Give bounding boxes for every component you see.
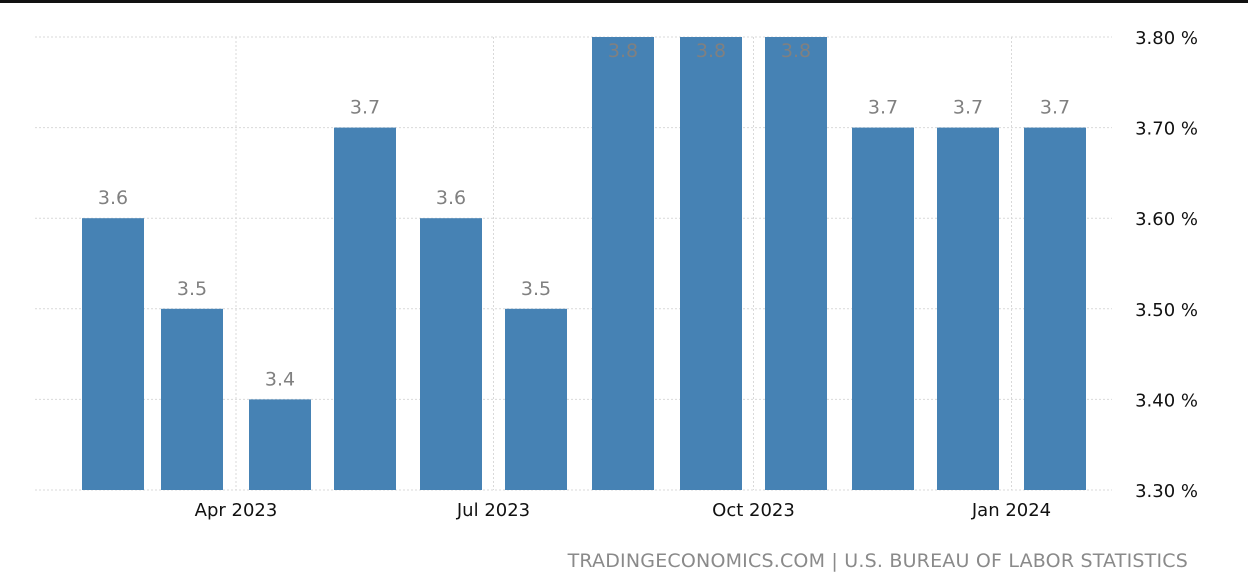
source-attribution: TRADINGECONOMICS.COM | U.S. BUREAU OF LA… — [567, 550, 1188, 572]
bar — [592, 37, 654, 490]
bar — [680, 37, 742, 490]
y-axis: 3.30 % 3.40 % 3.50 % 3.60 % 3.70 % 3.80 % — [1135, 28, 1198, 502]
bar — [765, 37, 827, 490]
bar-value-label: 3.5 — [521, 278, 551, 300]
y-tick-label: 3.80 % — [1135, 28, 1198, 49]
bar — [82, 218, 144, 490]
bar-value-label: 3.6 — [98, 187, 128, 209]
x-tick-label: Jul 2023 — [456, 500, 530, 521]
bar-value-label: 3.7 — [868, 97, 898, 119]
bar — [334, 127, 396, 490]
bar-value-label: 3.5 — [177, 278, 207, 300]
x-tick-label: Oct 2023 — [712, 500, 795, 521]
bar — [249, 399, 311, 490]
value-label-layer: 3.6 3.5 3.4 3.7 3.6 3.5 3.8 3.8 3.8 3.7 3.7 3.7 — [98, 40, 1070, 390]
y-tick-label: 3.60 % — [1135, 209, 1198, 230]
x-tick-label: Apr 2023 — [195, 500, 278, 521]
top-border — [0, 0, 1248, 3]
bar-value-label: 3.8 — [781, 40, 811, 62]
bar — [420, 218, 482, 490]
bar-value-label: 3.7 — [1040, 97, 1070, 119]
bar-value-label: 3.4 — [265, 368, 295, 390]
y-tick-label: 3.50 % — [1135, 300, 1198, 321]
y-tick-label: 3.40 % — [1135, 390, 1198, 411]
bar-value-label: 3.8 — [608, 40, 638, 62]
bar — [505, 308, 567, 490]
x-axis: Apr 2023 Jul 2023 Oct 2023 Jan 2024 — [195, 500, 1051, 521]
bar — [852, 127, 914, 490]
bar-value-label: 3.8 — [696, 40, 726, 62]
bar — [1024, 127, 1086, 490]
grid-layer — [35, 36, 1112, 491]
bar — [937, 127, 999, 490]
bar-value-label: 3.6 — [436, 187, 466, 209]
bar-value-label: 3.7 — [350, 97, 380, 119]
y-tick-label: 3.30 % — [1135, 481, 1198, 502]
bar-value-label: 3.7 — [953, 97, 983, 119]
bar-layer — [82, 37, 1086, 490]
bar — [161, 308, 223, 490]
y-tick-label: 3.70 % — [1135, 119, 1198, 140]
x-tick-label: Jan 2024 — [971, 500, 1051, 521]
